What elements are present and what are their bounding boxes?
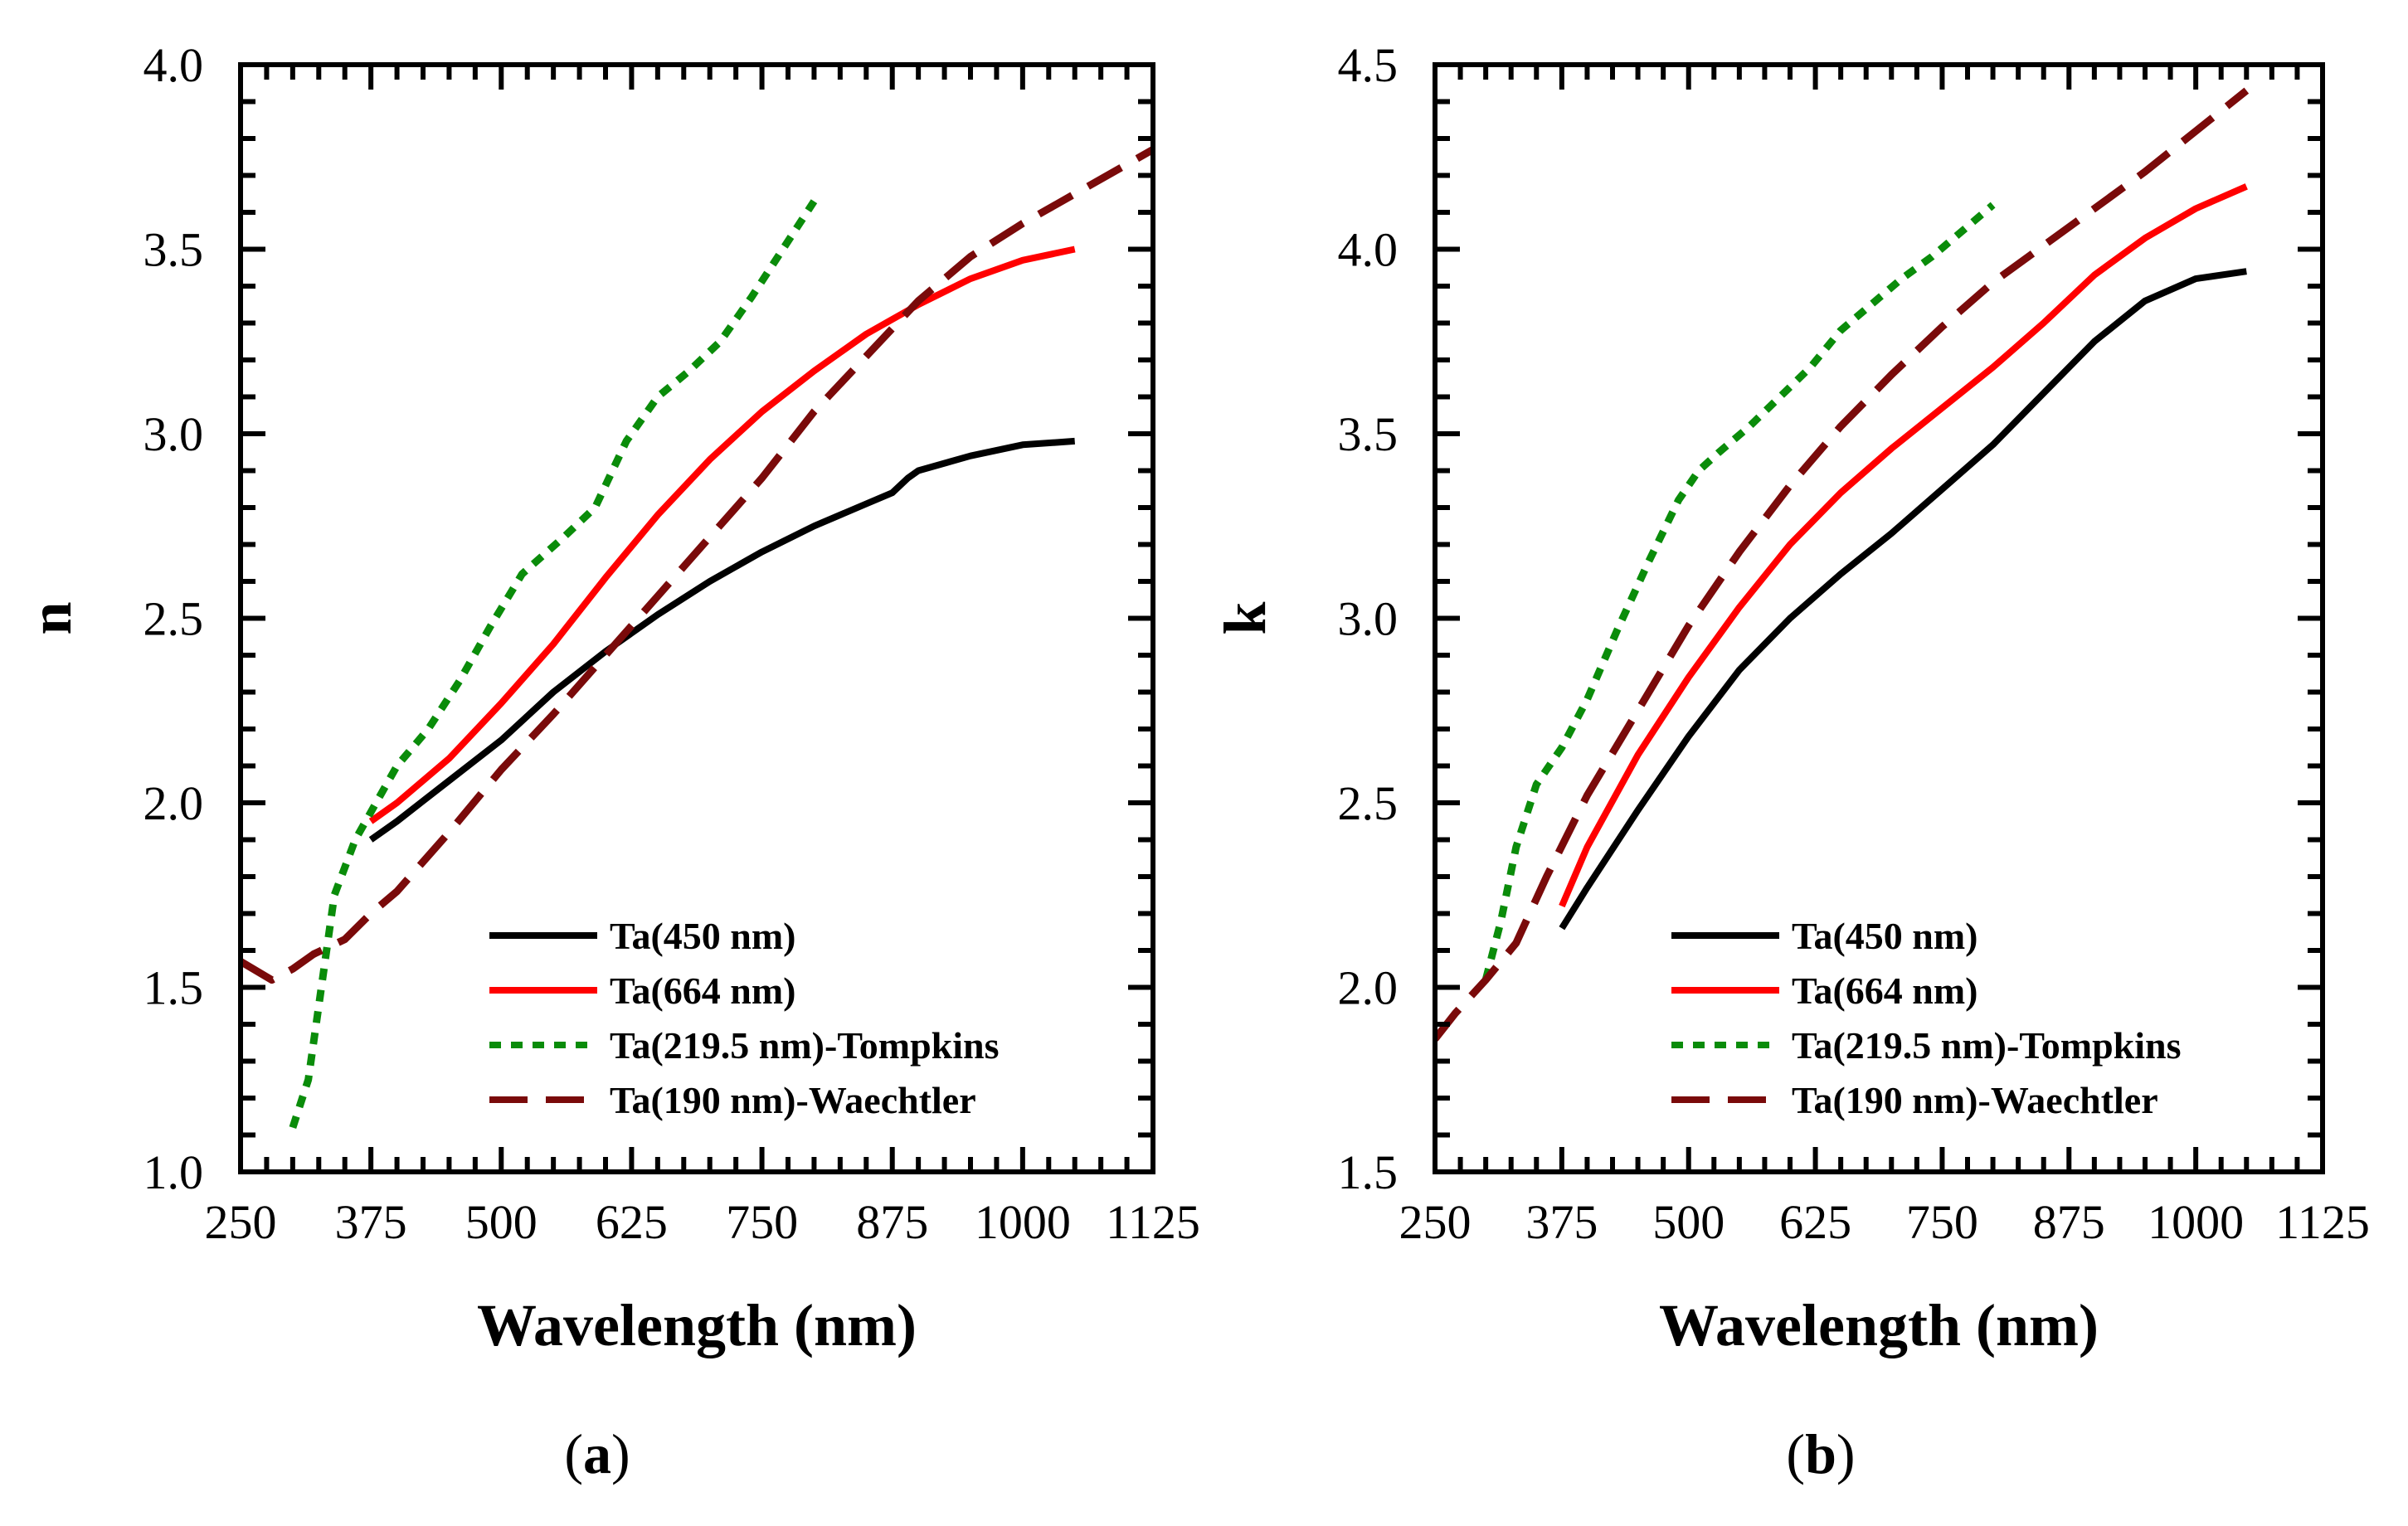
series-line-1 [368,437,1075,843]
x-tick-label: 250 [205,1195,277,1249]
legend: Ta(450 nm) Ta(664 nm) Ta(219.5 nm)-Tompkin… [1671,915,2182,1121]
y-tick-label: 2.0 [144,776,204,830]
legend-label-3: Ta(219.5 nm)-Tompkins [610,1024,1000,1067]
y-tick-label: 1.0 [144,1145,204,1199]
y-axis-title: n [17,601,84,634]
y-axis-title: k [1212,601,1278,634]
y-tick-label: 4.0 [144,38,204,92]
series-line-4 [1435,87,2250,1042]
x-tick-label: 750 [1906,1195,1978,1249]
y-tick-label: 3.5 [144,223,204,277]
x-tick-label: 1000 [2148,1195,2244,1249]
y-tick-label: 4.5 [1338,38,1399,92]
legend: Ta(450 nm) Ta(664 nm) Ta(219.5 nm)-Tompkin… [489,915,1000,1121]
panel-a-letter: a [583,1422,611,1485]
panel-a-n-chart: 250 375 500 625 750 875 1000 1125 1.0 1.5 2.0 2.5 3.… [17,38,1200,1358]
panel-b-letter: b [1805,1422,1836,1485]
series-line-4 [241,146,1153,984]
y-tick-label: 3.0 [144,407,204,461]
y-tick-label: 3.0 [1338,592,1399,646]
plot-area [1435,87,2250,1042]
x-axis-title: Wavelength (nm) [1659,1292,2099,1358]
legend-label-2: Ta(664 nm) [610,970,796,1012]
x-tick-label: 875 [2033,1195,2105,1249]
legend-label-4: Ta(190 nm)-Waechtler [610,1079,976,1121]
legend-label-1: Ta(450 nm) [610,915,796,957]
x-tick-label: 250 [1399,1195,1472,1249]
legend-label-1: Ta(450 nm) [1792,915,1978,957]
y-tick-label: 3.5 [1338,407,1399,461]
y-tick-label: 4.0 [1338,223,1399,277]
x-tick-label: 1125 [2275,1195,2370,1249]
plot-area [241,146,1153,1129]
series-line-1 [1559,268,2247,931]
x-tick-label: 1000 [975,1195,1071,1249]
legend-label-2: Ta(664 nm) [1792,970,1978,1012]
x-tick-label: 1125 [1106,1195,1200,1249]
y-tick-label: 1.5 [144,961,204,1015]
x-tick-label: 750 [726,1195,798,1249]
x-axis-title: Wavelength (nm) [477,1292,917,1358]
panel-b-caption: (b) [1786,1422,1855,1485]
x-tick-label: 875 [856,1195,928,1249]
x-tick-label: 375 [335,1195,407,1249]
series-line-3 [1481,202,1996,981]
x-tick-label: 625 [1779,1195,1851,1249]
panel-a-caption: (a) [564,1422,630,1485]
y-tick-label: 2.5 [1338,776,1399,830]
x-tick-label: 625 [596,1195,668,1249]
x-tick-label: 375 [1525,1195,1598,1249]
legend-label-4: Ta(190 nm)-Waechtler [1792,1079,2158,1121]
series-line-3 [289,199,818,1129]
y-tick-label: 2.0 [1338,961,1399,1015]
x-tick-label: 500 [1652,1195,1725,1249]
y-tick-label: 2.5 [144,592,204,646]
panel-b-k-chart: 250 375 500 625 750 875 1000 1125 1.5 2.0 2.5 3.0 3.… [1212,38,2370,1358]
x-tick-label: 500 [465,1195,538,1249]
legend-label-3: Ta(219.5 nm)-Tompkins [1792,1024,2182,1067]
series-line-2 [1559,183,2248,908]
y-tick-label: 1.5 [1338,1145,1399,1199]
series-line-2 [368,245,1076,824]
